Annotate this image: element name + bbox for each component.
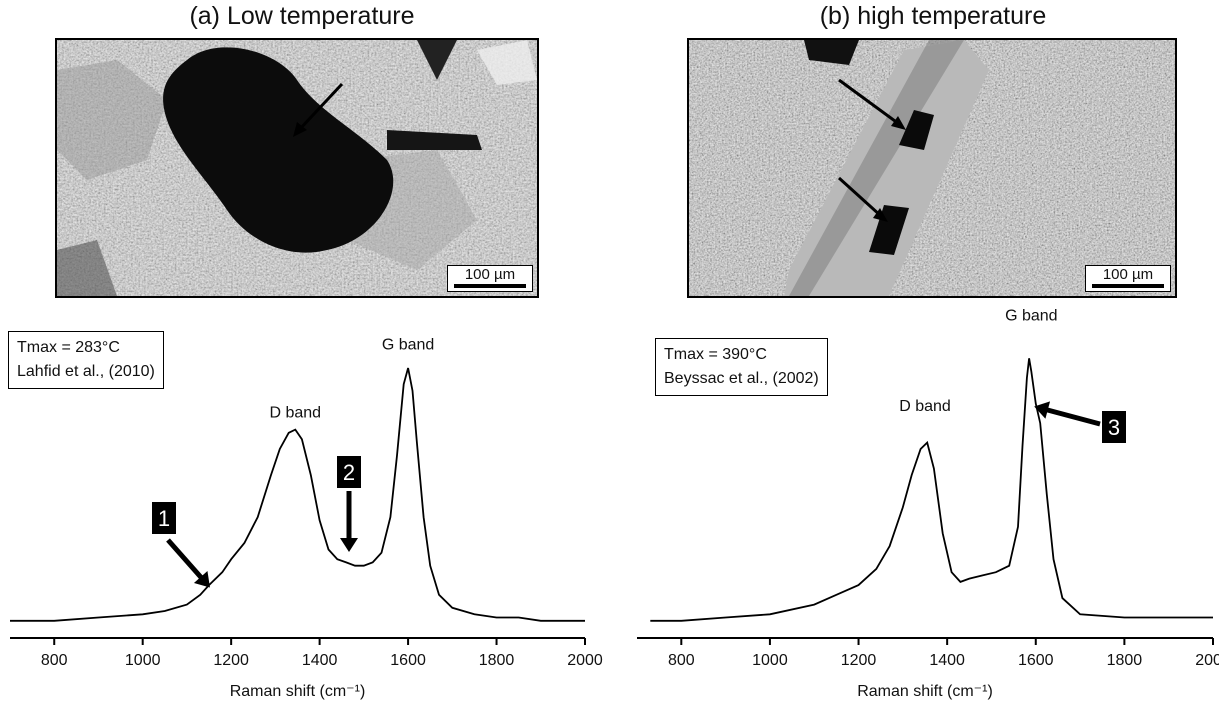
- callout-arrowhead: [340, 538, 358, 552]
- peak-label: D band: [269, 405, 321, 422]
- x-tick-label: 1400: [302, 652, 338, 669]
- peak-label: D band: [899, 398, 951, 415]
- micrograph-image: [57, 40, 537, 296]
- x-tick-label: 1400: [929, 652, 965, 669]
- callout-label: 2: [343, 460, 355, 485]
- x-tick-label: 800: [668, 652, 695, 669]
- callout-arrow: [1039, 405, 1101, 427]
- temperature-info-box: Tmax = 390°C Beyssac et al., (2002): [655, 338, 828, 396]
- x-tick-label: 2000: [1195, 652, 1219, 669]
- x-tick-label: 1600: [1018, 652, 1054, 669]
- x-tick-label: 1200: [841, 652, 877, 669]
- tmax-label: Tmax = 390°C: [664, 346, 767, 363]
- reference-label: Beyssac et al., (2002): [664, 370, 819, 387]
- temperature-info-box: Tmax = 283°C Lahfid et al., (2010): [8, 331, 164, 389]
- scale-bar-label: 100 µm: [1102, 266, 1154, 283]
- x-tick-label: 1800: [1107, 652, 1143, 669]
- peak-label: G band: [382, 337, 434, 354]
- callout-label: 3: [1108, 415, 1120, 440]
- scale-bar: 100 µm: [447, 265, 533, 292]
- micrograph-low-temperature: 100 µm: [55, 38, 539, 298]
- micrograph-image: [689, 40, 1175, 296]
- x-tick-label: 1600: [390, 652, 426, 669]
- x-tick-label: 1800: [479, 652, 515, 669]
- scale-bar-label: 100 µm: [464, 266, 516, 283]
- callout-arrowhead: [193, 571, 210, 588]
- callout-box: [1102, 411, 1126, 443]
- x-tick-label: 1000: [125, 652, 161, 669]
- x-axis-label: Raman shift (cm⁻¹): [230, 683, 366, 700]
- scale-bar: 100 µm: [1085, 265, 1171, 292]
- callout-box: [337, 456, 361, 488]
- x-tick-label: 2000: [567, 652, 603, 669]
- x-axis-label: Raman shift (cm⁻¹): [857, 683, 993, 700]
- micrograph-arrow: [838, 78, 900, 126]
- callout-box: [152, 502, 176, 534]
- panel-b-title: (b) high temperature: [819, 2, 1047, 30]
- callout-label: 1: [158, 506, 170, 531]
- peak-label: G band: [1005, 307, 1057, 324]
- panel-a-title: (a) Low temperature: [189, 2, 415, 30]
- callout-arrowhead: [1034, 401, 1051, 419]
- x-tick-label: 1000: [752, 652, 788, 669]
- reference-label: Lahfid et al., (2010): [17, 363, 155, 380]
- micrograph-arrow: [837, 176, 883, 218]
- micrograph-high-temperature: 100 µm: [687, 38, 1177, 298]
- callout-arrow: [166, 538, 208, 585]
- x-tick-label: 800: [41, 652, 68, 669]
- tmax-label: Tmax = 283°C: [17, 339, 120, 356]
- spectrum-line: [650, 358, 1213, 622]
- x-tick-label: 1200: [213, 652, 249, 669]
- micrograph-arrow: [297, 82, 344, 132]
